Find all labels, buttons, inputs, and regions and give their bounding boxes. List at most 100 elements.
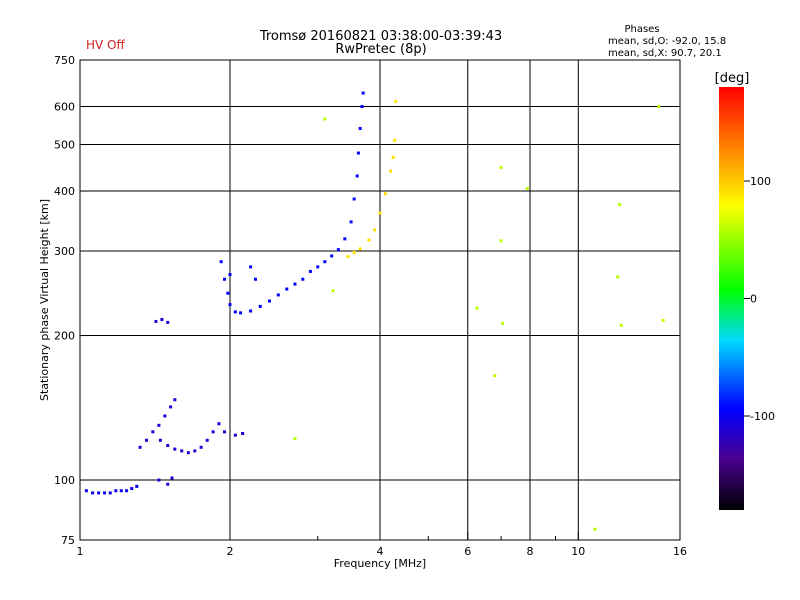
data-point bbox=[301, 277, 305, 281]
data-point bbox=[228, 273, 232, 277]
data-point bbox=[151, 430, 155, 434]
y-tick-label: 600 bbox=[54, 101, 75, 114]
data-point bbox=[223, 430, 227, 434]
data-point bbox=[285, 287, 289, 291]
data-point bbox=[493, 374, 497, 378]
data-point bbox=[154, 319, 158, 323]
data-point bbox=[293, 437, 297, 441]
data-point bbox=[211, 430, 215, 434]
data-point bbox=[330, 254, 334, 258]
data-point bbox=[346, 255, 350, 259]
data-point bbox=[166, 444, 170, 448]
data-point bbox=[383, 192, 387, 196]
data-point bbox=[352, 250, 356, 254]
data-point bbox=[173, 447, 177, 451]
x-tick-label: 1 bbox=[77, 545, 84, 558]
colorbar-tick-label: -100 bbox=[750, 410, 775, 423]
data-point bbox=[499, 165, 503, 169]
data-point bbox=[239, 311, 243, 315]
y-tick-label: 300 bbox=[54, 245, 75, 258]
data-point bbox=[323, 260, 327, 264]
data-point bbox=[166, 320, 170, 324]
y-axis-label: Stationary phase Virtual Height [km] bbox=[38, 199, 51, 401]
chart-subtitle: RwPretec (8p) bbox=[335, 42, 426, 57]
y-tick-label: 750 bbox=[54, 54, 75, 67]
data-point bbox=[501, 321, 505, 325]
data-point bbox=[276, 293, 280, 297]
data-point bbox=[249, 309, 253, 313]
data-point bbox=[360, 105, 364, 109]
y-tick-label: 500 bbox=[54, 139, 75, 152]
data-point bbox=[157, 478, 161, 482]
data-point bbox=[475, 306, 479, 310]
data-point bbox=[389, 169, 393, 173]
data-point bbox=[233, 433, 237, 437]
data-point bbox=[223, 277, 227, 281]
phase-o-stats: mean, sd,O: -92.0, 15.8 bbox=[608, 36, 726, 47]
data-point bbox=[217, 422, 221, 426]
data-point bbox=[91, 491, 95, 495]
data-point bbox=[525, 186, 529, 190]
data-point bbox=[97, 491, 101, 495]
data-point bbox=[226, 291, 230, 295]
data-point bbox=[253, 277, 257, 281]
data-point bbox=[169, 405, 173, 409]
data-point bbox=[308, 269, 312, 273]
data-point bbox=[393, 138, 397, 142]
phase-heading: Phases bbox=[624, 24, 659, 35]
phase-x-stats: mean, sd,X: 90.7, 20.1 bbox=[608, 48, 722, 59]
x-tick-label: 4 bbox=[377, 545, 384, 558]
x-tick-label: 2 bbox=[227, 545, 234, 558]
data-point bbox=[108, 491, 112, 495]
data-point bbox=[130, 487, 134, 491]
data-point bbox=[378, 211, 382, 215]
data-point bbox=[158, 438, 162, 442]
hv-status: HV Off bbox=[86, 38, 125, 52]
data-point bbox=[219, 260, 223, 264]
data-point bbox=[157, 423, 161, 427]
data-point bbox=[358, 126, 362, 130]
data-point bbox=[349, 220, 353, 224]
data-point bbox=[138, 445, 142, 449]
x-tick-label: 16 bbox=[673, 545, 687, 558]
data-point bbox=[258, 304, 262, 308]
y-tick-label: 400 bbox=[54, 185, 75, 198]
data-point bbox=[125, 489, 129, 493]
data-point bbox=[241, 432, 245, 436]
grid-lines bbox=[80, 60, 680, 540]
data-point bbox=[616, 275, 620, 279]
data-point bbox=[358, 247, 362, 251]
data-point bbox=[316, 265, 320, 269]
data-point bbox=[361, 91, 365, 95]
data-point bbox=[228, 303, 232, 307]
data-point bbox=[170, 476, 174, 480]
data-point bbox=[193, 449, 197, 453]
colorbar-tick-label: 0 bbox=[750, 293, 757, 306]
data-point bbox=[249, 265, 253, 269]
colorbar-tick-label: 100 bbox=[750, 175, 771, 188]
data-point bbox=[84, 489, 88, 493]
colorbar-unit-label: [deg] bbox=[715, 71, 750, 86]
data-point bbox=[394, 99, 398, 103]
data-point bbox=[293, 282, 297, 286]
data-point bbox=[352, 197, 356, 201]
data-point bbox=[657, 105, 661, 109]
y-tick-label: 75 bbox=[61, 534, 75, 547]
y-tick-label: 100 bbox=[54, 474, 75, 487]
data-point bbox=[619, 323, 623, 327]
data-point bbox=[233, 310, 237, 314]
data-point bbox=[661, 318, 665, 322]
x-axis-ticks: 1 2 4 6 8 10 16 bbox=[77, 532, 687, 558]
data-point bbox=[163, 414, 167, 418]
data-point bbox=[618, 202, 622, 206]
colorbar-ticks: 100 0 -100 bbox=[744, 175, 775, 423]
x-tick-label: 6 bbox=[464, 545, 471, 558]
data-point bbox=[267, 299, 271, 303]
data-point bbox=[199, 445, 203, 449]
data-point bbox=[103, 491, 107, 495]
data-point bbox=[173, 398, 177, 402]
x-axis-label: Frequency [MHz] bbox=[334, 557, 426, 570]
data-points bbox=[84, 91, 665, 531]
data-point bbox=[135, 484, 139, 488]
